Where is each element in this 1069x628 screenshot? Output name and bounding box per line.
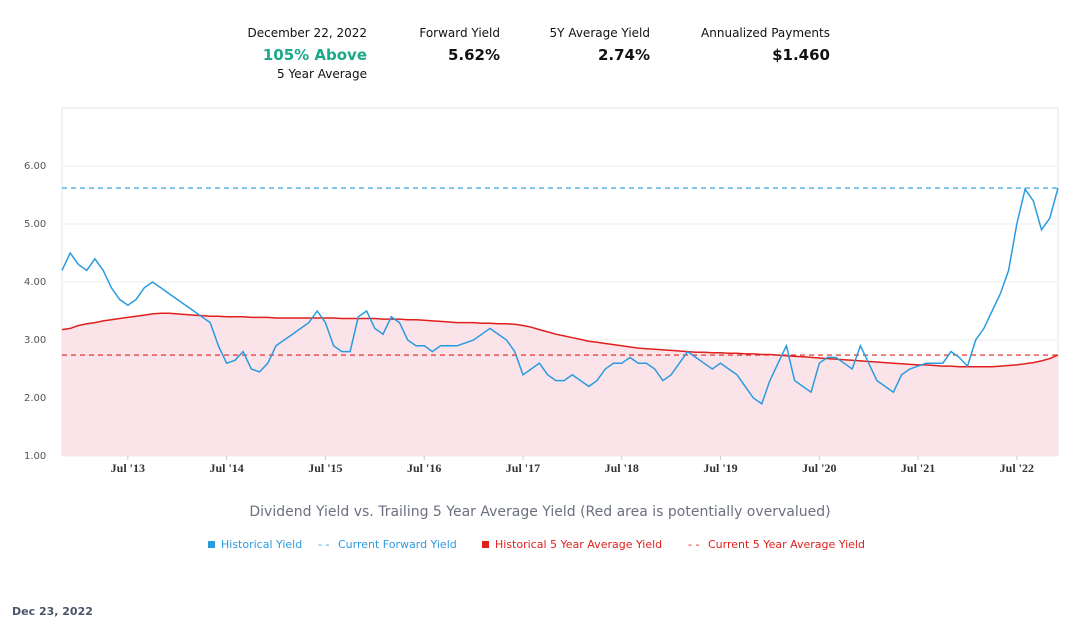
- y-tick-label: 1.00: [24, 451, 46, 462]
- legend-label: Historical 5 Year Average Yield: [495, 538, 662, 551]
- x-tick-label: Jul '18: [605, 461, 639, 475]
- legend-label: Historical Yield: [221, 538, 302, 551]
- series-line: [61, 312, 1059, 368]
- stat-value: $1.460: [772, 46, 830, 64]
- legend: Historical Yield - - Current Forward Yie…: [208, 538, 865, 551]
- y-tick-label: 6.00: [24, 161, 46, 172]
- legend-swatch: [208, 541, 215, 548]
- x-tick-label: Jul '14: [209, 461, 243, 475]
- x-tick-label: Jul '21: [901, 461, 935, 475]
- legend-dash: - -: [688, 538, 699, 551]
- stat-label: 5Y Average Yield: [549, 26, 650, 40]
- stat-label: Annualized Payments: [701, 26, 830, 40]
- stat-value: 5.62%: [447, 46, 500, 64]
- y-tick-label: 3.00: [24, 335, 46, 346]
- legend-swatch: [482, 541, 489, 548]
- x-tick-label: Jul '22: [1000, 461, 1034, 475]
- header-date: December 22, 2022: [247, 26, 367, 40]
- legend-label: Current 5 Year Average Yield: [708, 538, 865, 551]
- y-tick-label: 2.00: [24, 393, 46, 404]
- status: 105% Above: [262, 46, 367, 64]
- chart-title: Dividend Yield vs. Trailing 5 Year Avera…: [249, 504, 830, 520]
- legend-dash: - -: [318, 538, 329, 551]
- footer-date: Dec 23, 2022: [12, 605, 93, 618]
- x-tick-label: Jul '17: [506, 461, 540, 475]
- legend-label: Current Forward Yield: [338, 538, 457, 551]
- x-tick-label: Jul '20: [802, 461, 836, 475]
- stat-value: 2.74%: [597, 46, 650, 64]
- x-tick-label: Jul '19: [703, 461, 737, 475]
- status-note: 5 Year Average: [277, 67, 367, 81]
- stat-label: Forward Yield: [419, 26, 500, 40]
- area: [62, 313, 1058, 456]
- x-tick-label: Jul '13: [111, 461, 145, 475]
- x-tick-label: Jul '16: [407, 461, 441, 475]
- x-tick-label: Jul '15: [308, 461, 342, 475]
- series-line: [61, 187, 1059, 405]
- y-tick-label: 4.00: [24, 277, 46, 288]
- y-tick-label: 5.00: [24, 219, 46, 230]
